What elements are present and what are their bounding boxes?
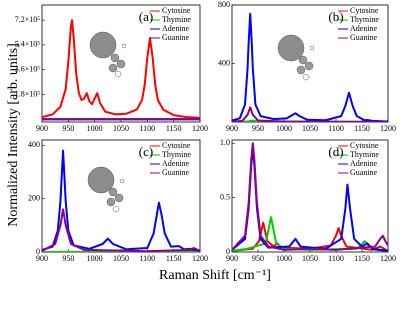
plot-area <box>232 142 388 252</box>
series-line <box>232 12 388 122</box>
y-tick-label: 5.4×10⁵ <box>15 40 41 49</box>
plot-area <box>42 149 200 252</box>
x-tick-label: 1000 <box>276 254 292 263</box>
x-tick-label: 1100 <box>139 254 155 263</box>
legend-label: Adenine <box>162 24 190 33</box>
x-tick-label: 900 <box>36 124 48 133</box>
y-tick-label: 0.5 <box>220 192 230 201</box>
molecule-a <box>89 31 127 78</box>
legend-label: Guanine <box>162 33 190 42</box>
legend-label: Adenine <box>350 24 378 33</box>
panel-label: (c) <box>139 144 153 159</box>
x-tick-label: 900 <box>226 254 238 263</box>
y-tick-label: 1.0 <box>220 138 230 147</box>
x-tick-label: 950 <box>252 254 264 263</box>
legend-label: Cytosine <box>350 6 379 15</box>
x-tick-label: 1100 <box>328 254 344 263</box>
x-tick-label: 1100 <box>328 124 344 133</box>
x-tick-label: 1200 <box>380 124 396 133</box>
x-tick-label: 1200 <box>380 254 396 263</box>
legend-label: Adenine <box>162 159 190 168</box>
series-line <box>42 149 200 252</box>
x-tick-label: 900 <box>36 254 48 263</box>
x-tick-label: 1000 <box>276 124 292 133</box>
plot-area <box>232 12 388 122</box>
y-tick-label: 400 <box>28 140 40 149</box>
x-tick-label: 1100 <box>139 124 155 133</box>
y-tick-label: 0 <box>226 247 230 256</box>
panel-label: (d) <box>328 144 343 159</box>
legend-label: Thymine <box>162 15 191 24</box>
y-tick-label: 1.8×10⁵ <box>15 89 41 98</box>
legend-label: Guanine <box>162 168 190 177</box>
legend-label: Thymine <box>162 150 191 159</box>
legend-label: Guanine <box>350 168 378 177</box>
x-axis-label: Raman Shift [cm⁻¹] <box>159 268 271 283</box>
x-tick-label: 1050 <box>113 254 129 263</box>
legend-label: Thymine <box>350 15 379 24</box>
x-tick-label: 1050 <box>302 124 318 133</box>
x-tick-label: 1000 <box>87 254 103 263</box>
x-tick-label: 1150 <box>166 124 182 133</box>
x-tick-label: 900 <box>226 124 238 133</box>
x-tick-label: 1050 <box>302 254 318 263</box>
x-tick-label: 950 <box>62 254 74 263</box>
y-axis-label: Normalized Intensity [arb. units] <box>6 43 21 227</box>
molecule-c <box>87 166 125 213</box>
series-line <box>42 19 200 119</box>
legend-label: Cytosine <box>162 6 191 15</box>
legend-label: Guanine <box>350 33 378 42</box>
x-tick-label: 1200 <box>192 254 208 263</box>
x-tick-label: 1000 <box>87 124 103 133</box>
legend-label: Cytosine <box>162 141 191 150</box>
y-tick-label: 200 <box>28 193 40 202</box>
x-tick-label: 1150 <box>354 254 370 263</box>
x-tick-label: 1150 <box>354 124 370 133</box>
panel-label: (b) <box>328 9 343 24</box>
x-tick-label: 1200 <box>192 124 208 133</box>
y-tick-label: 800 <box>218 0 230 9</box>
x-tick-label: 1050 <box>113 124 129 133</box>
y-tick-label: 0 <box>36 247 40 256</box>
x-tick-label: 950 <box>252 124 264 133</box>
legend-label: Cytosine <box>350 141 379 150</box>
y-tick-label: 7.2×10⁵ <box>15 15 41 24</box>
series-line <box>42 208 200 252</box>
series-line <box>232 142 388 251</box>
molecule-b <box>277 34 315 81</box>
y-tick-label: 400 <box>218 58 230 67</box>
panel-label: (a) <box>139 9 153 24</box>
legend-label: Thymine <box>350 150 379 159</box>
series-line <box>232 106 388 122</box>
x-tick-label: 1150 <box>166 254 182 263</box>
plot-area <box>42 19 200 121</box>
y-tick-label: 3.6×10⁵ <box>15 65 41 74</box>
x-tick-label: 950 <box>62 124 74 133</box>
legend-label: Adenine <box>350 159 378 168</box>
